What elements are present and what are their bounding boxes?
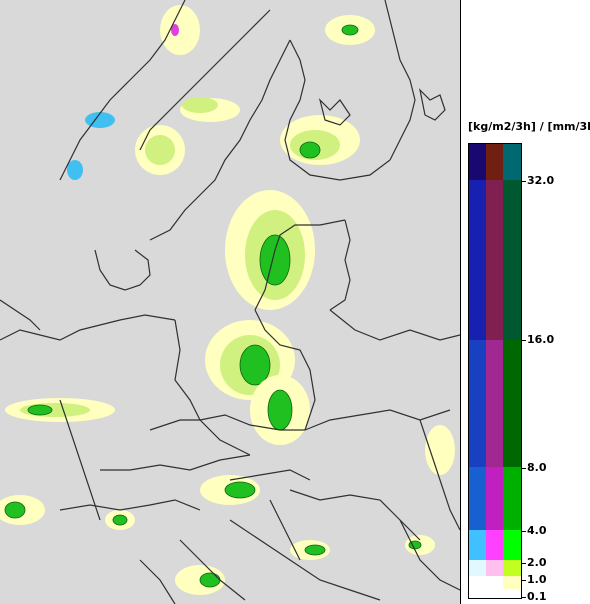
- border-slovakia-hungary: [229, 469, 311, 481]
- precip-area-green: [341, 24, 359, 36]
- coastline-denmark: [94, 249, 151, 291]
- lakes-finland: [318, 98, 351, 126]
- precip-area-green: [224, 481, 256, 499]
- border-norway-sweden: [139, 9, 271, 151]
- legend-tick-2: 2.0: [522, 557, 590, 568]
- legend-tick-32: 32.0: [522, 175, 590, 186]
- border-belarus-ukraine: [304, 409, 451, 431]
- precip-area-yellow-green: [145, 135, 175, 165]
- precip-area-magenta: [171, 24, 179, 36]
- legend-swatch: [503, 180, 521, 340]
- coastline-italy: [139, 559, 176, 604]
- coastline-uk: [0, 299, 41, 331]
- precipitation-legend: [468, 143, 522, 599]
- coastline-black-sea: [399, 519, 460, 591]
- legend-swatch: [503, 144, 521, 180]
- legend-swatch: [469, 340, 486, 467]
- legend-tick-4: 4.0: [522, 525, 590, 536]
- border-poland-south: [199, 414, 305, 431]
- legend-swatch: [503, 340, 521, 467]
- legend-swatch: [486, 467, 503, 530]
- precip-area-blue: [85, 112, 115, 128]
- legend-swatch: [503, 576, 521, 589]
- precip-area-yellow-green: [182, 97, 218, 113]
- border-ukraine-russia: [419, 419, 460, 531]
- legend-column-rain: [503, 144, 521, 598]
- legend-swatch: [469, 530, 486, 560]
- precip-area-green: [199, 572, 221, 588]
- precip-area-green: [239, 344, 271, 386]
- border-romania: [289, 489, 421, 541]
- coastline-finland: [284, 39, 391, 181]
- coastline-baltic: [254, 219, 346, 311]
- legend-swatch: [469, 180, 486, 340]
- legend-tick-0-1: 0.1: [522, 591, 590, 602]
- legend-swatch: [503, 530, 521, 560]
- legend-tick-1: 1.0: [522, 574, 590, 585]
- legend-swatch: [486, 180, 503, 340]
- precip-area-green: [259, 234, 291, 286]
- country-borders: [0, 0, 460, 604]
- border-germany-poland: [174, 319, 201, 421]
- border-hungary-romania: [269, 499, 301, 561]
- map-canvas: [0, 0, 460, 604]
- border-baltic-russia: [329, 219, 351, 311]
- border-finland-russia: [384, 0, 416, 161]
- border-germany-austria: [100, 454, 251, 471]
- precip-area-light-yellow: [160, 5, 200, 55]
- border-belarus-russia: [329, 309, 460, 341]
- precip-area-green: [304, 544, 326, 556]
- legend-swatch: [486, 144, 503, 180]
- precip-area-green: [299, 141, 321, 159]
- legend-swatch: [469, 467, 486, 530]
- legend-tick-16: 16.0: [522, 334, 590, 345]
- border-alps: [59, 499, 201, 511]
- legend-tick-8: 8.0: [522, 462, 590, 473]
- coastline-sweden: [149, 39, 291, 241]
- coastline-norway: [59, 0, 186, 181]
- legend-title: [kg/m2/3h] / [mm/3h]: [468, 120, 590, 133]
- legend-swatch: [486, 340, 503, 467]
- legend-column-snow: [469, 144, 486, 598]
- legend-swatch: [469, 144, 486, 180]
- legend-swatch: [469, 560, 486, 576]
- border-balkans: [229, 519, 381, 601]
- legend-column-mixed: [486, 144, 503, 598]
- border-czech: [149, 419, 251, 456]
- legend-swatch: [503, 467, 521, 530]
- coastline-west: [0, 314, 176, 341]
- legend-swatch: [486, 530, 503, 560]
- coastline-adriatic: [179, 539, 246, 601]
- precip-area-green: [4, 501, 26, 519]
- precip-area-green: [112, 514, 128, 526]
- border-poland-east: [254, 309, 316, 431]
- precip-area-blue: [67, 160, 83, 180]
- legend-swatch: [503, 560, 521, 576]
- border-france-germany: [59, 399, 101, 521]
- precipitation-map: [0, 0, 461, 604]
- precip-area-light-yellow: [425, 425, 455, 475]
- lakes-russia: [419, 88, 446, 121]
- precip-area-green: [267, 389, 293, 431]
- precip-area-green: [27, 404, 53, 416]
- legend-swatch: [486, 560, 503, 576]
